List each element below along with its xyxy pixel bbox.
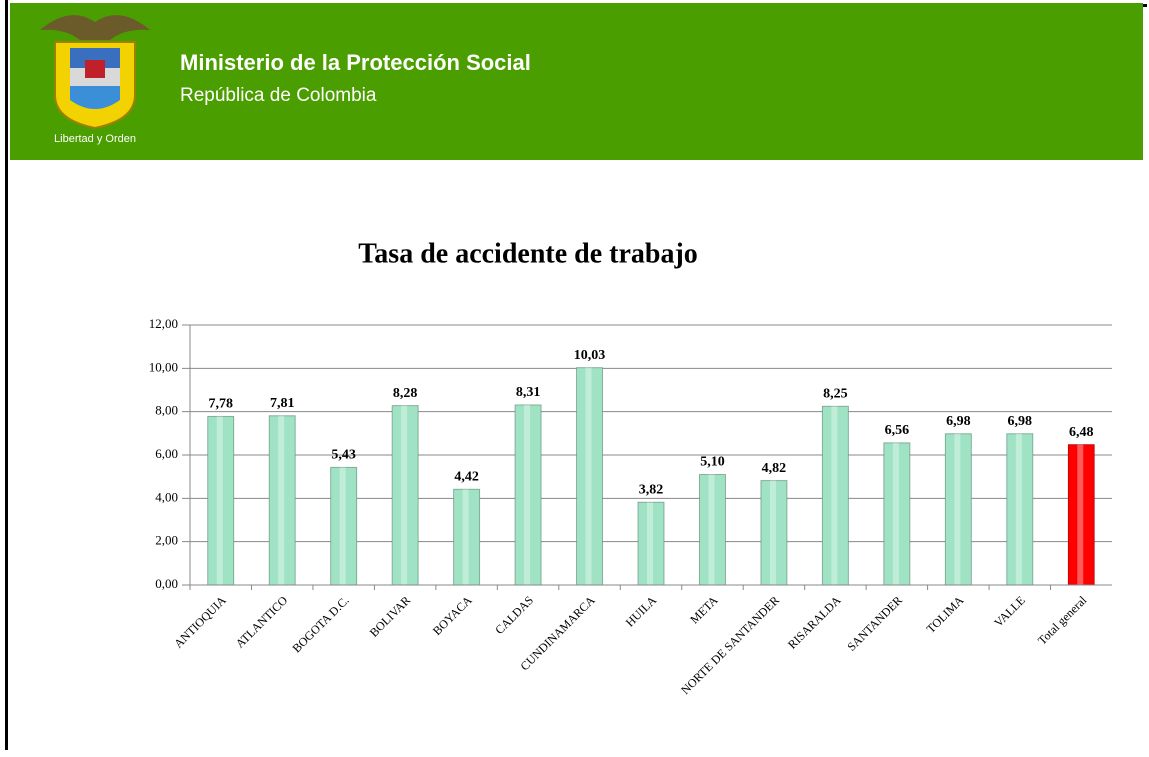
data-label: 6,56	[885, 423, 910, 438]
x-tick-label: ANTIOQUIA	[171, 593, 229, 651]
bar-highlight	[1015, 433, 1022, 585]
x-tick-label: HUILA	[623, 593, 660, 630]
x-tick-label: ATLANTICO	[233, 593, 291, 651]
bar	[268, 415, 296, 586]
y-tick-label: 0,00	[155, 576, 178, 591]
header-title: Ministerio de la Protección Social	[180, 50, 531, 75]
bar-highlight	[708, 474, 715, 585]
x-tick-label: BOGOTA D.C.	[289, 593, 351, 655]
header-band	[10, 3, 1143, 160]
data-label: 3,82	[639, 482, 664, 497]
header-subtitle: República de Colombia	[180, 85, 377, 106]
x-tick-label: TOLIMA	[924, 593, 967, 636]
bar-highlight	[216, 416, 223, 585]
bar	[1068, 444, 1095, 586]
bar	[1006, 433, 1034, 586]
bar	[391, 405, 419, 586]
bar-highlight	[278, 415, 285, 585]
data-label: 5,10	[700, 455, 725, 470]
data-label: 6,98	[1008, 414, 1033, 429]
data-label: 4,82	[762, 461, 787, 476]
bar-highlight	[892, 442, 899, 585]
chart-title: Tasa de accidente de trabajo	[358, 238, 698, 269]
bar-highlight	[585, 367, 592, 585]
y-tick-label: 10,00	[149, 359, 178, 374]
data-label: 8,31	[516, 385, 541, 400]
logo	[40, 15, 150, 130]
bar-highlight	[401, 405, 408, 585]
bar	[883, 442, 911, 586]
bar-highlight	[524, 404, 531, 585]
bar-highlight	[1077, 444, 1084, 585]
motto: Libertad y Orden	[54, 133, 136, 145]
bar-highlight	[769, 480, 776, 585]
data-label: 10,03	[574, 348, 606, 363]
bar	[576, 367, 603, 586]
y-tick-label: 8,00	[155, 403, 178, 418]
data-label: 6,48	[1069, 425, 1094, 440]
data-label: 7,81	[270, 396, 295, 411]
bar	[514, 404, 542, 586]
bar	[760, 480, 788, 586]
x-tick-label: RISARALDA	[785, 593, 844, 652]
x-tick-label: Total general	[1035, 593, 1090, 648]
bar	[330, 467, 357, 586]
data-label: 8,25	[823, 386, 848, 401]
x-tick-label: SANTANDER	[844, 593, 905, 654]
left-border	[5, 0, 8, 750]
x-tick-label: VALLE	[991, 593, 1028, 630]
bar	[945, 433, 972, 586]
bar	[822, 406, 849, 586]
data-label: 6,98	[946, 414, 971, 429]
y-tick-label: 6,00	[155, 446, 178, 461]
bar-highlight	[462, 489, 469, 585]
data-label: 5,43	[331, 448, 356, 463]
y-tick-label: 4,00	[155, 489, 178, 504]
x-tick-label: CALDAS	[492, 593, 536, 637]
y-tick-label: 2,00	[155, 533, 178, 548]
bar	[699, 474, 726, 586]
x-tick-label: BOLIVAR	[367, 593, 414, 640]
bar-highlight	[954, 433, 961, 585]
bar	[453, 488, 480, 586]
data-label: 4,42	[454, 469, 479, 484]
data-label: 8,28	[393, 386, 418, 401]
x-tick-label: BOYACA	[430, 593, 475, 638]
bar-highlight	[647, 502, 653, 585]
data-label: 7,78	[208, 397, 233, 412]
corner-mark	[1141, 4, 1147, 7]
y-tick-label: 12,00	[149, 316, 178, 331]
x-tick-label: META	[687, 593, 720, 626]
bar-highlight	[339, 467, 346, 585]
bar-highlight	[831, 406, 838, 585]
